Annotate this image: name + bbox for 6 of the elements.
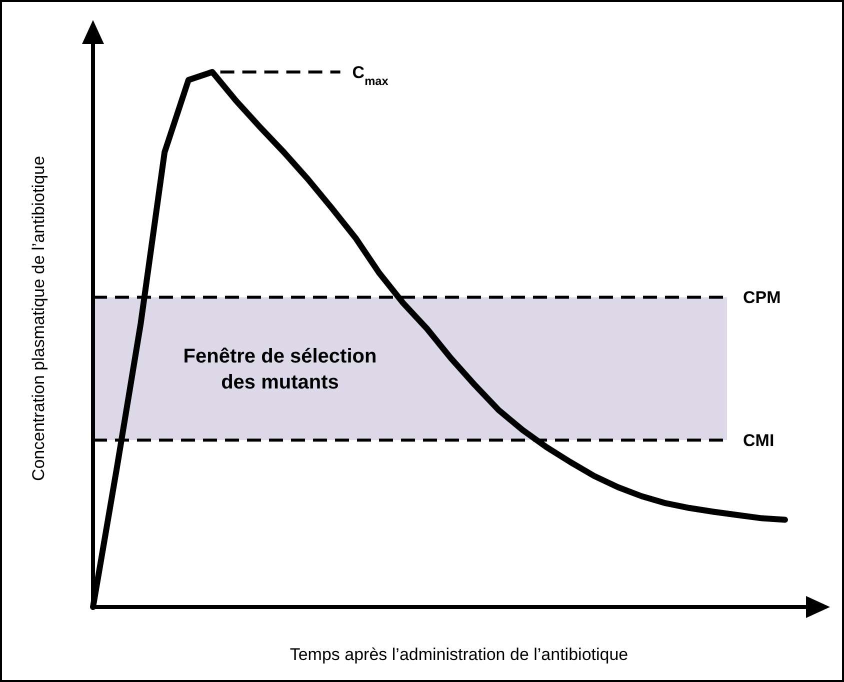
ref-line-label: CMI: [743, 431, 774, 450]
ref-line-label: C$_{max}$: [352, 63, 389, 88]
x-axis-title: Temps après l’administration de l’antibiotique: [290, 645, 628, 664]
band-label: Fenêtre de sélection des mutants: [183, 346, 377, 394]
ref-line-label: CPM: [743, 288, 781, 308]
y-axis-title: Concentration plasmatique de l’antibiotique: [29, 156, 48, 482]
